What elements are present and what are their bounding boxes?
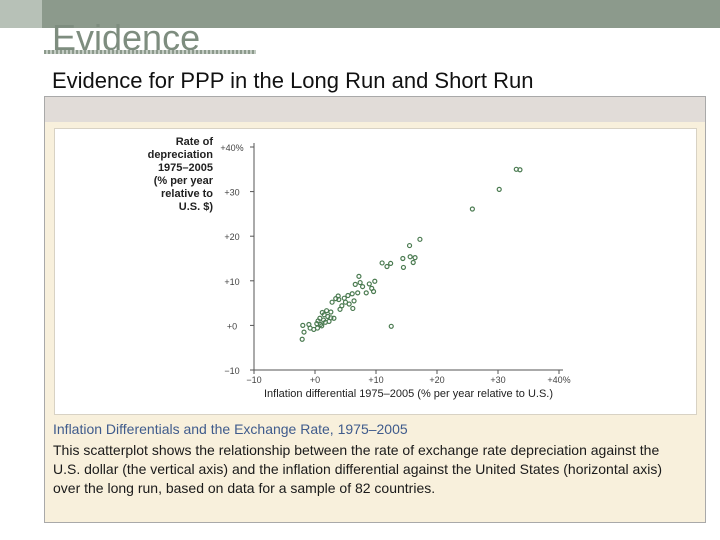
data-point: [469, 206, 475, 212]
chart-panel: −10 +0 +10 +20 +30 +40% −10 +0 +10 +20 +30 +40% Rate…: [54, 128, 697, 415]
data-point: [372, 278, 378, 284]
data-point: [412, 255, 418, 261]
data-point: [359, 283, 366, 290]
y-axis-label-line: relative to: [161, 188, 213, 200]
slide-subtitle: Evidence for PPP in the Long Run and Sho…: [52, 68, 534, 93]
data-point: [300, 322, 306, 328]
data-point: [379, 260, 385, 266]
data-point: [328, 315, 334, 321]
data-point: [356, 273, 362, 279]
data-point: [349, 291, 355, 297]
data-point: [319, 323, 325, 329]
data-point: [417, 236, 423, 242]
data-point: [337, 306, 343, 312]
x-tick-label: +30: [490, 375, 505, 385]
title-underline: [44, 50, 256, 54]
data-point: [400, 264, 407, 271]
x-tick-label: +10: [368, 375, 383, 385]
data-point: [342, 299, 349, 305]
y-axis-label-line: (% per year: [154, 175, 214, 187]
y-tick-label: +20: [224, 232, 239, 242]
data-point: [388, 323, 394, 329]
data-point: [384, 263, 390, 270]
data-point: [400, 255, 406, 262]
data-point: [328, 309, 334, 315]
y-tick-label: +30: [224, 188, 239, 198]
data-point: [315, 318, 321, 324]
data-point: [370, 288, 377, 295]
data-point: [350, 305, 356, 312]
y-axis-label-line: U.S. $): [179, 201, 214, 213]
data-point: [366, 281, 372, 287]
top-bar-accent: [0, 0, 42, 28]
y-tick-label: +0: [227, 321, 237, 331]
data-point: [410, 259, 416, 266]
data-point: [407, 254, 413, 260]
top-bar: [0, 0, 720, 28]
data-point: [345, 292, 351, 299]
x-tick-label: +20: [429, 375, 444, 385]
data-point: [341, 295, 347, 301]
data-point: [299, 336, 305, 342]
caption-body: This scatterplot shows the relationship …: [53, 442, 663, 496]
data-point: [329, 299, 335, 305]
y-axis-label-line: 1975–2005: [158, 162, 213, 174]
y-tick-label: +40%: [220, 143, 243, 153]
x-axis-label: Inflation differential 1975–2005 (% per …: [264, 388, 553, 400]
x-tick-label: +0: [310, 375, 320, 385]
data-point: [323, 308, 330, 314]
y-axis-label-line: depreciation: [148, 149, 214, 161]
data-point: [333, 296, 339, 302]
figure-header-bar: [45, 97, 705, 122]
data-point: [406, 242, 413, 249]
y-tick-label: −10: [224, 366, 239, 376]
data-point: [352, 281, 358, 287]
scatter-chart: −10 +0 +10 +20 +30 +40% −10 +0 +10 +20 +30 +40% Rate…: [148, 136, 571, 400]
data-point: [388, 260, 394, 267]
data-point: [355, 290, 361, 296]
data-point: [357, 279, 363, 286]
y-axis-label-line: Rate of: [176, 136, 214, 148]
data-point: [314, 325, 321, 331]
data-point: [301, 329, 307, 335]
x-tick-label: +40%: [547, 375, 570, 385]
data-point: [351, 298, 357, 304]
x-tick-label: −10: [246, 375, 261, 385]
data-point: [320, 317, 327, 323]
data-point: [517, 167, 523, 173]
figure-frame: −10 +0 +10 +20 +30 +40% −10 +0 +10 +20 +30 +40% Rate…: [44, 96, 706, 523]
data-point: [363, 290, 369, 296]
data-point: [331, 315, 337, 321]
y-tick-label: +10: [224, 277, 239, 287]
caption-title: Inflation Differentials and the Exchange…: [53, 421, 408, 437]
data-point: [496, 186, 502, 192]
